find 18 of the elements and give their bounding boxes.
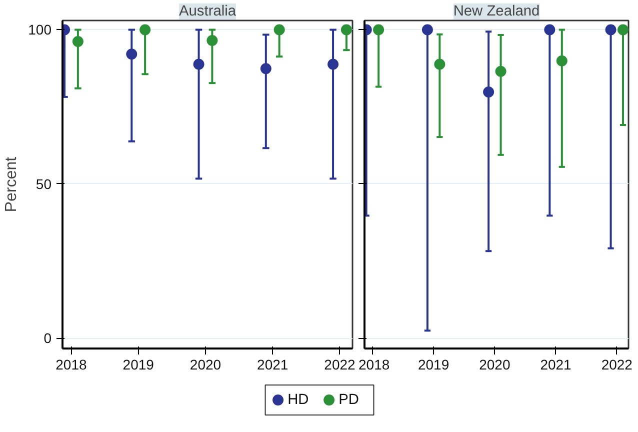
y-tick-label: 100 <box>28 22 52 38</box>
x-tick-label: 2018 <box>56 356 88 372</box>
y-axis-title: Percent <box>3 156 20 212</box>
chart-title: Australia <box>178 4 237 20</box>
x-tick-label: 2019 <box>122 356 154 372</box>
x-tick-label: 2021 <box>540 356 572 372</box>
y-tick-label: 50 <box>36 176 52 192</box>
x-tick-label: 2019 <box>418 356 450 372</box>
legend-label: PD <box>338 392 360 408</box>
legend-label: HD <box>288 392 309 408</box>
x-tick-label: 2018 <box>358 356 390 372</box>
x-tick-label: 2020 <box>479 356 510 372</box>
y-tick-label: 0 <box>44 330 52 346</box>
x-tick-label: 2022 <box>324 356 356 372</box>
x-tick-label: 2022 <box>601 356 633 372</box>
x-tick-label: 2020 <box>190 356 222 372</box>
chart-title: New Zealand <box>453 4 540 20</box>
x-tick-label: 2021 <box>257 356 288 372</box>
